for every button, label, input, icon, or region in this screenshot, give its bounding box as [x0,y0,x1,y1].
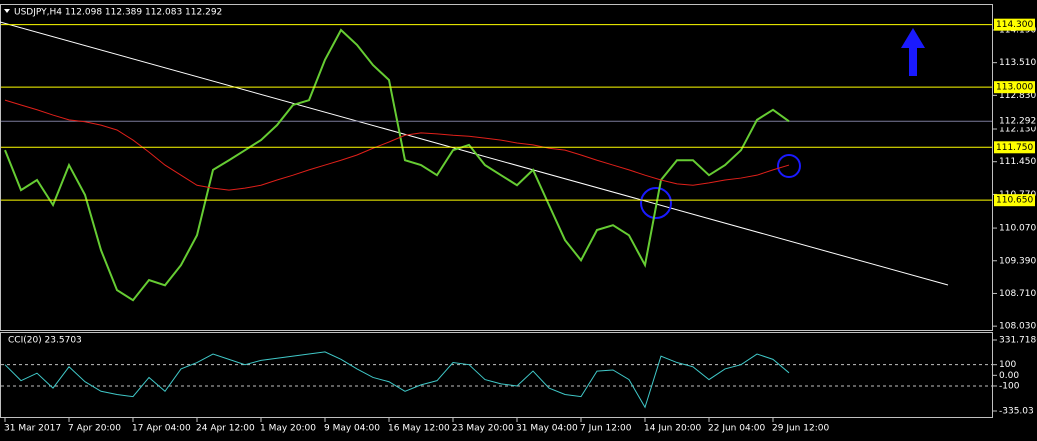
y-tick-label: 108.030 [999,322,1036,332]
series-line [4,28,790,302]
y-tick-label: 0.00 [999,371,1019,381]
main-panel [0,4,993,331]
circle-marker [777,154,801,178]
y-tick-label: 108.710 [999,289,1036,299]
chart-title: USDJPY,H4 112.098 112.389 112.083 112.29… [14,8,222,18]
y-tick-label: -335.03 [999,407,1034,417]
level-label-box [994,141,1035,154]
level-label: 114.300 [996,20,1033,30]
level-label-box [994,194,1035,207]
x-tick-label: 22 Jun 04:00 [708,424,765,434]
x-tick-label: 14 Jun 20:00 [644,424,701,434]
y-tick-label: 100 [999,360,1016,370]
x-tick-label: 16 May 12:00 [388,424,450,434]
y-tick-label: 112.830 [999,91,1036,101]
y-tick-label: 112.130 [999,125,1036,135]
cci-title: CCI(20) 23.5703 [8,336,82,346]
level-label-box [994,18,1035,31]
series-line [4,99,790,191]
level-label-box [994,81,1035,94]
menu-triangle[interactable] [4,9,10,13]
level-label: 113.000 [996,83,1033,93]
x-tick-label: 7 Apr 20:00 [68,424,121,434]
x-tick-label: 17 Apr 04:00 [132,424,191,434]
trend-line [0,21,949,286]
up-arrow [901,28,925,76]
cci-panel [0,332,993,418]
x-tick-label: 29 Jun 12:00 [772,424,829,434]
x-tick-label: 7 Jun 12:00 [580,424,632,434]
current-price-box [994,115,1035,128]
level-label: 110.650 [996,196,1033,206]
x-tick-label: 31 Mar 2017 [4,424,61,434]
x-tick-label: 1 May 20:00 [260,424,316,434]
current-price-label: 112.292 [999,117,1036,127]
y-tick-label: 109.390 [999,256,1036,266]
x-tick-label: 24 Apr 12:00 [196,424,255,434]
y-tick-label: 111.450 [999,157,1036,167]
circle-marker [640,187,672,219]
x-tick-label: 9 May 04:00 [324,424,380,434]
y-tick-label: 113.510 [999,58,1036,68]
y-tick-label: 331.7186 [999,336,1037,346]
y-tick-label: 110.070 [999,224,1036,234]
y-tick-label: -100 [999,381,1020,391]
series-line [4,351,790,409]
x-tick-label: 23 May 20:00 [452,424,514,434]
level-label: 111.750 [996,143,1033,153]
x-tick-label: 31 May 04:00 [516,424,578,434]
